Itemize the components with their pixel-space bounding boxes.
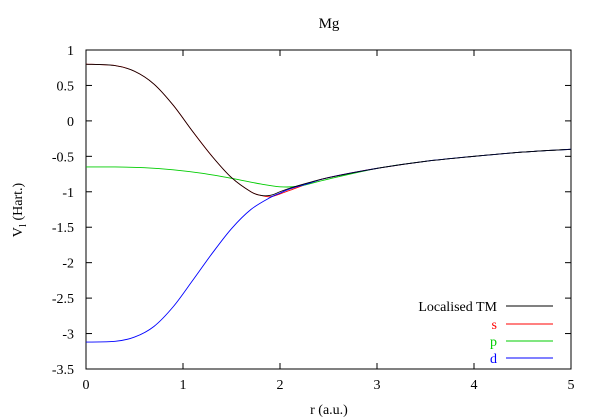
x-axis-ticks [85, 50, 572, 369]
series-line-d [85, 148, 572, 343]
y-tick-label: 0 [67, 115, 74, 130]
x-axis-title: r (a.u.) [310, 403, 348, 418]
y-tick-label: -2.5 [52, 292, 74, 307]
y-tick-label: 0.5 [57, 79, 75, 94]
y-tick-label: -1 [62, 186, 74, 201]
x-tick-label: 2 [277, 378, 284, 393]
y-tick-label: 1 [67, 44, 74, 59]
y-axis-title-unit: (Hart.) [11, 182, 26, 224]
series-line-s [85, 63, 572, 198]
y-axis-ticks [86, 49, 571, 370]
y-tick-label: -0.5 [52, 150, 74, 165]
series-line-p [85, 148, 572, 188]
y-tick-label: -3.5 [52, 363, 74, 378]
y-tick-label: -1.5 [52, 221, 74, 236]
legend-label: d [490, 352, 497, 367]
legend-label: s [492, 318, 497, 333]
x-tick-label: 1 [180, 378, 187, 393]
x-tick-label: 4 [471, 378, 478, 393]
legend: Localised TM spd [418, 300, 553, 367]
legend-label: Localised TM [418, 300, 497, 315]
y-tick-label: -3 [62, 328, 74, 343]
x-tick-label: 0 [83, 378, 90, 393]
y-axis-title-subscript: l [17, 224, 29, 227]
y-axis-tick-labels: 1 0.5 0 -0.5 -1 -1.5 -2 -2.5 -3 -3.5 [52, 44, 74, 378]
plot-frame [85, 49, 572, 370]
series-line-localised-tm [85, 63, 572, 197]
y-axis-title: Vl (Hart.) [11, 182, 29, 237]
x-axis-tick-labels: 0 1 2 3 4 5 [83, 378, 575, 393]
x-tick-label: 5 [568, 378, 575, 393]
x-tick-label: 3 [374, 378, 381, 393]
series-lines [85, 63, 572, 343]
y-axis-title-main: V [11, 227, 26, 237]
legend-label: p [490, 335, 497, 350]
chart-title: Mg [319, 16, 340, 32]
y-tick-label: -2 [62, 257, 74, 272]
